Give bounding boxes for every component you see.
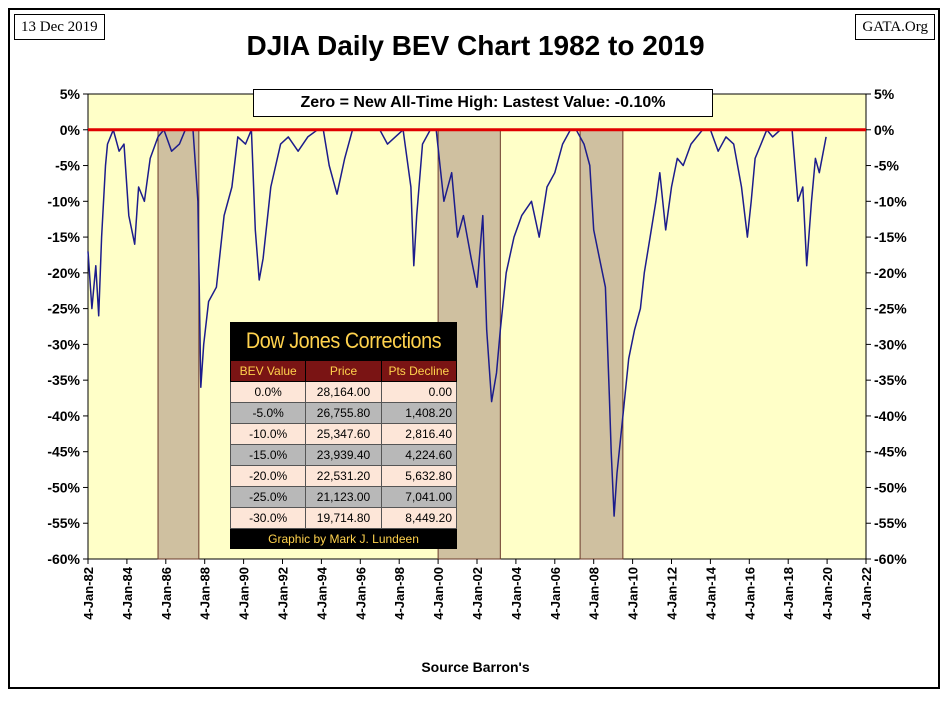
pts-decline-cell: 2,816.40	[380, 423, 458, 445]
x-tick-label: 4-Jan-20	[820, 567, 835, 620]
price-cell: 26,755.80	[305, 402, 382, 424]
table-row: -25.0% 21,123.00 7,041.00	[229, 486, 458, 508]
recession-band	[157, 129, 200, 560]
y-tick-label-right: -5%	[874, 158, 899, 174]
table-row: -15.0% 23,939.40 4,224.60	[229, 444, 458, 466]
header-bev-value: BEV Value	[229, 360, 307, 382]
x-tick-label: 4-Jan-12	[665, 567, 680, 620]
y-tick-label-right: 0%	[874, 122, 895, 138]
y-tick-label-left: -20%	[47, 265, 80, 281]
y-tick-label-left: -60%	[47, 551, 80, 567]
x-tick-label: 4-Jan-02	[470, 567, 485, 620]
header-price: Price	[305, 360, 382, 382]
y-tick-label-right: -30%	[874, 336, 907, 352]
x-tick-label: 4-Jan-88	[198, 567, 213, 620]
y-tick-label-left: -35%	[47, 372, 80, 388]
y-tick-label-left: 5%	[60, 86, 81, 102]
y-tick-label-right: 5%	[874, 86, 895, 102]
bev-value-cell: -15.0%	[229, 444, 307, 466]
price-cell: 22,531.20	[305, 465, 382, 487]
x-tick-label: 4-Jan-04	[509, 566, 524, 620]
y-tick-label-left: -5%	[55, 158, 80, 174]
x-tick-label: 4-Jan-08	[587, 567, 602, 620]
x-tick-label: 4-Jan-10	[626, 567, 641, 620]
corrections-table-title: Dow Jones Corrections	[245, 328, 442, 353]
date-label: 13 Dec 2019	[14, 14, 105, 40]
price-cell: 21,123.00	[305, 486, 382, 508]
y-tick-label-right: -25%	[874, 301, 907, 317]
y-tick-label-left: -50%	[47, 479, 80, 495]
y-tick-label-left: -40%	[47, 408, 80, 424]
latest-value-legend: Zero = New All-Time High: Lastest Value:…	[253, 89, 713, 117]
x-tick-label: 4-Jan-14	[703, 566, 718, 620]
x-tick-label: 4-Jan-84	[120, 566, 135, 620]
x-axis: 4-Jan-82 4-Jan-84 4-Jan-86 4-Jan-88 4-Jan-90…	[81, 559, 874, 620]
x-tick-label: 4-Jan-16	[742, 567, 757, 620]
bev-value-cell: -25.0%	[229, 486, 307, 508]
table-row: -30.0% 19,714.80 8,449.20	[229, 507, 458, 529]
left-y-axis: 5% 0% -5% -10% -15% -20% -25% -30% -35% -40% -45% -…	[47, 86, 88, 567]
price-cell: 23,939.40	[305, 444, 382, 466]
pts-decline-cell: 8,449.20	[380, 507, 458, 529]
pts-decline-cell: 1,408.20	[380, 402, 458, 424]
x-tick-label: 4-Jan-82	[81, 567, 96, 620]
price-cell: 25,347.60	[305, 423, 382, 445]
y-tick-label-left: -55%	[47, 515, 80, 531]
y-tick-label-right: -10%	[874, 193, 907, 209]
y-tick-label-left: -25%	[47, 301, 80, 317]
x-tick-label: 4-Jan-86	[159, 567, 174, 620]
bev-value-cell: -10.0%	[229, 423, 307, 445]
site-label: GATA.Org	[855, 14, 935, 40]
y-tick-label-right: -45%	[874, 444, 907, 460]
price-cell: 28,164.00	[305, 381, 382, 403]
table-row: 0.0% 28,164.00 0.00	[229, 381, 458, 403]
y-tick-label-left: -30%	[47, 336, 80, 352]
corrections-grid: BEV Value Price Pts Decline 0.0% 28,164.…	[229, 360, 458, 529]
bev-value-cell: -20.0%	[229, 465, 307, 487]
source-label: Source Barron's	[421, 659, 530, 675]
x-tick-label: 4-Jan-96	[353, 567, 368, 620]
x-tick-label: 4-Jan-98	[392, 567, 407, 620]
y-tick-label-left: -45%	[47, 444, 80, 460]
price-cell: 19,714.80	[305, 507, 382, 529]
x-tick-label: 4-Jan-22	[859, 567, 874, 620]
pts-decline-cell: 0.00	[380, 381, 458, 403]
table-row: -5.0% 26,755.80 1,408.20	[229, 402, 458, 424]
corrections-table: Dow Jones Corrections BEV Value Price Pt…	[229, 322, 458, 549]
table-credit: Graphic by Mark J. Lundeen	[268, 532, 419, 546]
y-tick-label-right: -50%	[874, 479, 907, 495]
y-tick-label-right: -15%	[874, 229, 907, 245]
right-y-axis: 5% 0% -5% -10% -15% -20% -25% -30% -35% -40% -45% -…	[866, 86, 907, 567]
y-tick-label-left: 0%	[60, 122, 81, 138]
bev-value-cell: -5.0%	[229, 402, 307, 424]
header-pts-decline: Pts Decline	[380, 360, 458, 382]
x-tick-label: 4-Jan-90	[237, 567, 252, 620]
corrections-header-row: BEV Value Price Pts Decline	[229, 360, 458, 382]
recession-band	[579, 129, 624, 560]
table-row: -20.0% 22,531.20 5,632.80	[229, 465, 458, 487]
chart-title: DJIA Daily BEV Chart 1982 to 2019	[246, 30, 705, 61]
x-tick-label: 4-Jan-94	[314, 566, 329, 620]
y-tick-label-right: -35%	[874, 372, 907, 388]
y-tick-label-right: -60%	[874, 551, 907, 567]
x-tick-label: 4-Jan-00	[431, 567, 446, 620]
bev-value-cell: -30.0%	[229, 507, 307, 529]
x-tick-label: 4-Jan-18	[781, 567, 796, 620]
x-tick-label: 4-Jan-06	[548, 567, 563, 620]
pts-decline-cell: 4,224.60	[380, 444, 458, 466]
y-tick-label-right: -20%	[874, 265, 907, 281]
bev-value-cell: 0.0%	[229, 381, 307, 403]
y-tick-label-left: -15%	[47, 229, 80, 245]
table-row: -10.0% 25,347.60 2,816.40	[229, 423, 458, 445]
pts-decline-cell: 5,632.80	[380, 465, 458, 487]
x-tick-label: 4-Jan-92	[276, 567, 291, 620]
y-tick-label-left: -10%	[47, 193, 80, 209]
y-tick-label-right: -55%	[874, 515, 907, 531]
pts-decline-cell: 7,041.00	[380, 486, 458, 508]
y-tick-label-right: -40%	[874, 408, 907, 424]
